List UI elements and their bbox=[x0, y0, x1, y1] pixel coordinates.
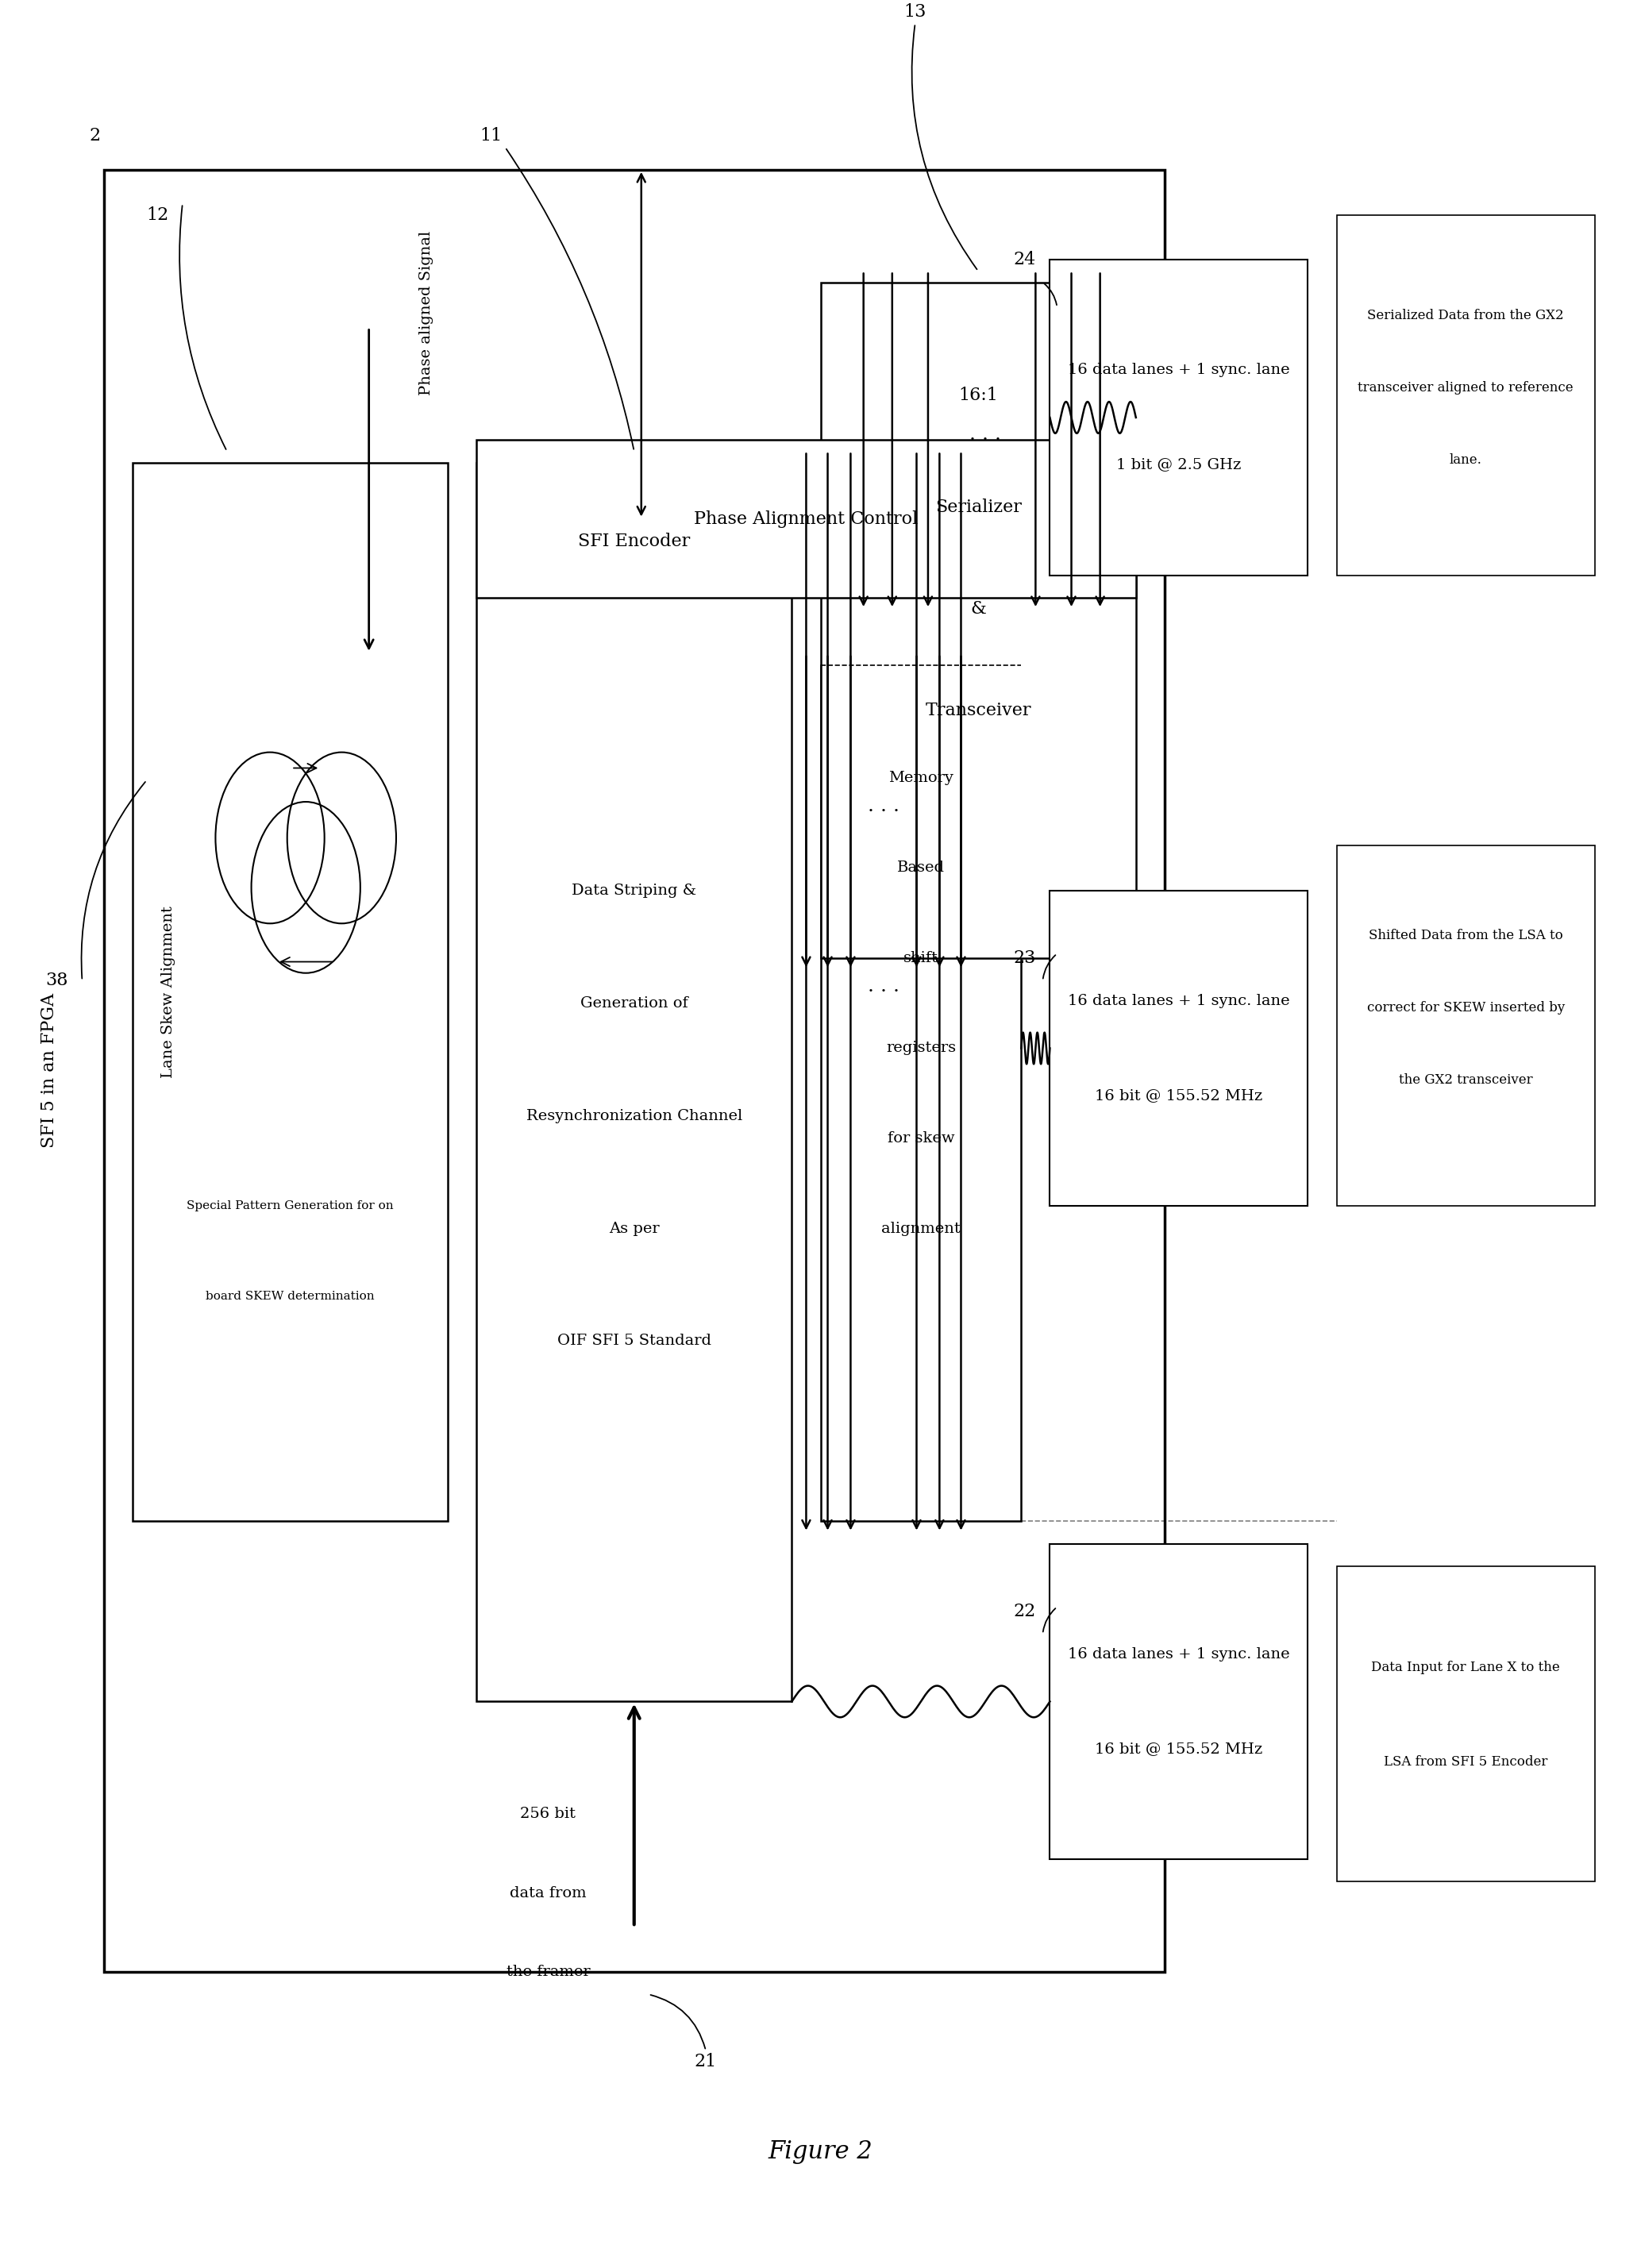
Bar bbox=[1337, 1567, 1595, 1882]
Bar bbox=[1337, 215, 1595, 576]
Text: · · ·: · · · bbox=[868, 982, 899, 1000]
Text: shift: shift bbox=[904, 950, 939, 966]
Text: Memory: Memory bbox=[888, 771, 953, 785]
Text: correct for SKEW inserted by: correct for SKEW inserted by bbox=[1367, 1000, 1564, 1014]
Text: Special Pattern Generation for on: Special Pattern Generation for on bbox=[187, 1200, 394, 1211]
Text: the GX2 transceiver: the GX2 transceiver bbox=[1398, 1073, 1533, 1086]
Text: board SKEW determination: board SKEW determination bbox=[205, 1290, 374, 1302]
Text: Data Input for Lane X to the: Data Input for Lane X to the bbox=[1372, 1660, 1561, 1674]
Text: 24: 24 bbox=[1012, 252, 1035, 268]
Text: 16 bit @ 155.52 MHz: 16 bit @ 155.52 MHz bbox=[1095, 1742, 1264, 1755]
Bar bbox=[820, 281, 1136, 957]
Bar bbox=[103, 170, 1165, 1971]
Text: 16 data lanes + 1 sync. lane: 16 data lanes + 1 sync. lane bbox=[1068, 993, 1290, 1007]
Text: Shifted Data from the LSA to: Shifted Data from the LSA to bbox=[1369, 930, 1562, 943]
Text: As per: As per bbox=[609, 1222, 660, 1236]
Text: OIF SFI 5 Standard: OIF SFI 5 Standard bbox=[556, 1334, 711, 1347]
Text: data from: data from bbox=[510, 1887, 586, 1901]
Text: Resynchronization Channel: Resynchronization Channel bbox=[527, 1109, 742, 1123]
Text: 16 data lanes + 1 sync. lane: 16 data lanes + 1 sync. lane bbox=[1068, 1647, 1290, 1662]
Bar bbox=[1337, 846, 1595, 1207]
Text: 1 bit @ 2.5 GHz: 1 bit @ 2.5 GHz bbox=[1116, 458, 1241, 472]
Text: &: & bbox=[970, 601, 986, 617]
Text: the framer: the framer bbox=[505, 1964, 591, 1980]
Text: alignment: alignment bbox=[881, 1222, 960, 1236]
Text: SFI 5 in an FPGA: SFI 5 in an FPGA bbox=[41, 993, 57, 1148]
Text: Phase Alignment Control: Phase Alignment Control bbox=[694, 510, 919, 528]
Text: 13: 13 bbox=[904, 2, 927, 20]
Text: Figure 2: Figure 2 bbox=[768, 2139, 873, 2164]
Text: transceiver aligned to reference: transceiver aligned to reference bbox=[1357, 381, 1574, 395]
Text: 38: 38 bbox=[46, 973, 67, 989]
Text: SFI Encoder: SFI Encoder bbox=[578, 533, 691, 551]
Text: 256 bit: 256 bit bbox=[520, 1808, 576, 1821]
Text: lane.: lane. bbox=[1449, 454, 1482, 467]
Bar bbox=[820, 665, 1021, 1522]
Text: 22: 22 bbox=[1012, 1603, 1035, 1619]
Text: 21: 21 bbox=[694, 2053, 717, 2071]
Text: 16 data lanes + 1 sync. lane: 16 data lanes + 1 sync. lane bbox=[1068, 363, 1290, 376]
Text: Generation of: Generation of bbox=[581, 996, 688, 1009]
Text: Phase aligned Signal: Phase aligned Signal bbox=[418, 231, 433, 395]
Bar bbox=[1050, 261, 1308, 576]
Text: 23: 23 bbox=[1012, 950, 1035, 966]
Text: 12: 12 bbox=[146, 206, 169, 225]
Text: 16 bit @ 155.52 MHz: 16 bit @ 155.52 MHz bbox=[1095, 1089, 1264, 1102]
Bar bbox=[476, 440, 1136, 599]
Text: · · ·: · · · bbox=[868, 803, 899, 821]
Text: 11: 11 bbox=[479, 127, 502, 145]
Bar bbox=[133, 463, 448, 1522]
Text: registers: registers bbox=[886, 1041, 955, 1055]
Bar bbox=[1050, 1545, 1308, 1860]
Bar bbox=[1050, 891, 1308, 1207]
Text: Transceiver: Transceiver bbox=[926, 701, 1031, 719]
Text: Based: Based bbox=[898, 862, 945, 875]
Text: 2: 2 bbox=[89, 127, 100, 145]
Text: Lane Skew Alignment: Lane Skew Alignment bbox=[161, 905, 176, 1077]
Text: Serializer: Serializer bbox=[935, 499, 1021, 517]
Text: LSA from SFI 5 Encoder: LSA from SFI 5 Encoder bbox=[1383, 1755, 1547, 1769]
Text: for skew: for skew bbox=[888, 1132, 955, 1145]
Text: 16:1: 16:1 bbox=[958, 386, 998, 404]
Text: Serialized Data from the GX2: Serialized Data from the GX2 bbox=[1367, 308, 1564, 322]
Text: Data Striping &: Data Striping & bbox=[571, 885, 696, 898]
Bar bbox=[476, 463, 793, 1701]
Text: · · ·: · · · bbox=[970, 431, 1001, 449]
